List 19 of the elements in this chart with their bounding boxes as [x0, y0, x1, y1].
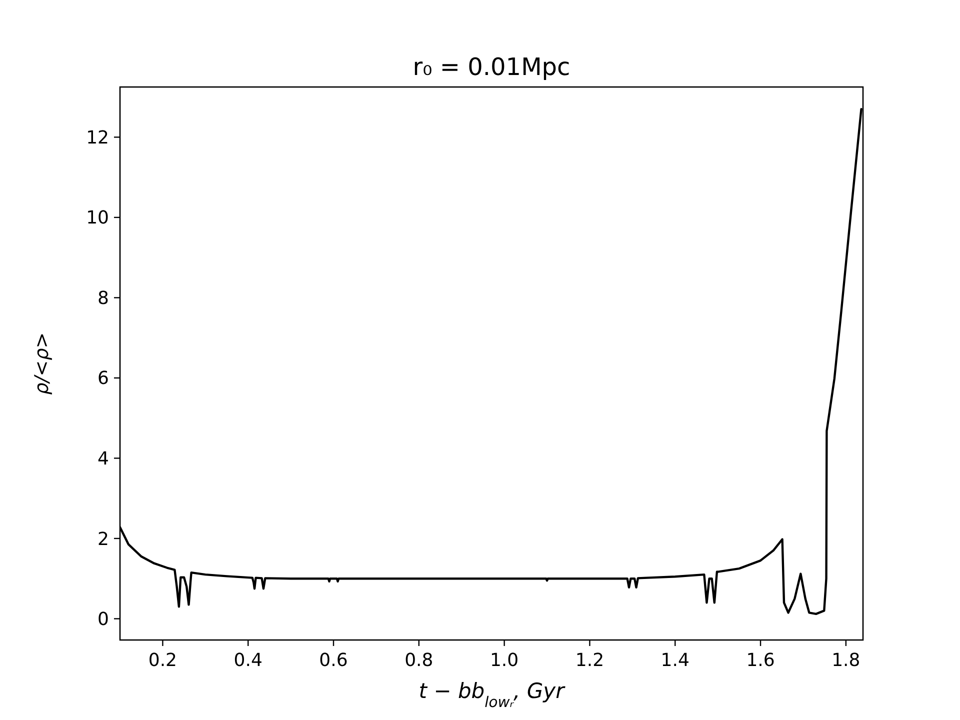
y-tick-label: 6: [98, 368, 109, 390]
x-tick-label: 1.2: [575, 650, 604, 671]
x-tick-label: 0.2: [148, 650, 178, 671]
x-tick-label: 1.6: [746, 650, 775, 671]
x-axis-title: t − bb$_{lowᵣ}$, Gyr: [418, 679, 566, 710]
y-tick-label: 10: [86, 208, 109, 229]
y-tick-label: 12: [86, 127, 109, 148]
y-tick-label: 0: [98, 609, 109, 630]
y-tick-label: 2: [98, 528, 109, 550]
x-tick-label: 1.4: [660, 650, 690, 671]
x-tick-label: 0.6: [319, 650, 348, 671]
y-tick-label: 4: [98, 448, 109, 470]
x-tick-label: 0.4: [234, 650, 262, 671]
x-tick-label: 1.0: [490, 650, 519, 671]
y-tick-label: 8: [98, 288, 109, 309]
x-tick-label: 0.8: [404, 650, 434, 671]
x-tick-label: 1.8: [832, 650, 860, 671]
chart-title: r₀ = 0.01Mpc: [412, 53, 570, 81]
y-axis-title: ρ/<ρ>: [31, 332, 53, 395]
